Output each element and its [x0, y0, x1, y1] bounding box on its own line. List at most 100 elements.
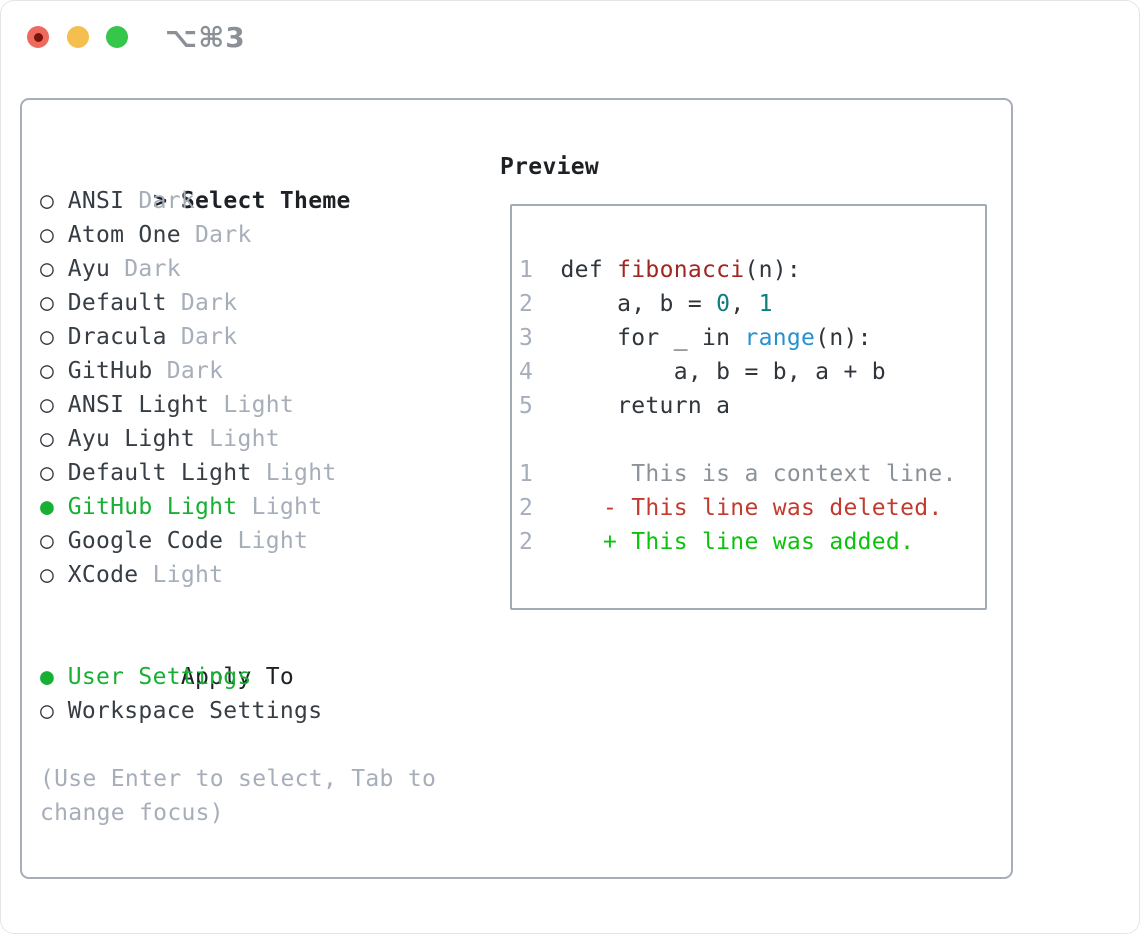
- code-token: fibonacci: [617, 257, 745, 283]
- diff-line: 2 + This line was added.: [519, 525, 985, 559]
- maximize-window-icon[interactable]: [106, 26, 128, 48]
- code-token: ,: [730, 291, 759, 317]
- diff-line: 2 - This line was deleted.: [519, 491, 985, 525]
- theme-name: Default Light: [67, 460, 252, 486]
- theme-variant-tag: Dark: [152, 358, 224, 384]
- radio-unselected-icon: ○: [40, 392, 55, 418]
- theme-name: GitHub: [67, 358, 153, 384]
- line-number: 2: [519, 495, 534, 521]
- code-line: 4 a, b = b, a + b: [519, 355, 985, 389]
- theme-name: ANSI: [67, 188, 125, 214]
- theme-name: ANSI Light: [67, 392, 210, 418]
- code-token: 0: [716, 291, 731, 317]
- code-line: 2 a, b = 0, 1: [519, 287, 985, 321]
- theme-option[interactable]: ○ Ayu Dark: [40, 252, 485, 286]
- radio-unselected-icon: ○: [40, 698, 55, 724]
- theme-variant-tag: Dark: [166, 324, 238, 350]
- code-line: 1 def fibonacci(n):: [519, 253, 985, 287]
- code-token: range: [744, 325, 816, 351]
- line-number: 4: [519, 359, 534, 385]
- code-token: (n):: [815, 325, 872, 351]
- radio-unselected-icon: ○: [40, 562, 55, 588]
- keyboard-hint: (Use Enter to select, Tab to change focu…: [40, 766, 437, 826]
- radio-unselected-icon: ○: [40, 460, 55, 486]
- theme-name: XCode: [67, 562, 139, 588]
- theme-variant-tag: Dark: [166, 290, 238, 316]
- code-token: a, b =: [560, 291, 717, 317]
- window-title: ⌥⌘3: [165, 21, 246, 54]
- apply-option-name: Workspace Settings: [67, 698, 323, 724]
- theme-option[interactable]: ○ Google Code Light: [40, 524, 485, 558]
- theme-name: Dracula: [67, 324, 167, 350]
- theme-variant-tag: Dark: [180, 222, 252, 248]
- radio-unselected-icon: ○: [40, 358, 55, 384]
- theme-variant-tag: Dark: [110, 256, 181, 282]
- theme-name: GitHub Light: [67, 494, 238, 520]
- code-token: + This line was added.: [560, 529, 915, 555]
- theme-name: Atom One: [67, 222, 181, 248]
- theme-name: Ayu Light: [67, 426, 196, 452]
- spacer: [40, 592, 485, 626]
- radio-unselected-icon: ○: [40, 256, 55, 282]
- theme-option[interactable]: ○ GitHub Dark: [40, 354, 485, 388]
- cursor-prompt-icon: >: [153, 188, 168, 214]
- radio-unselected-icon: ○: [40, 222, 55, 248]
- radio-unselected-icon: ○: [40, 290, 55, 316]
- theme-option[interactable]: ○ Ayu Light Light: [40, 422, 485, 456]
- theme-column: > Select Theme ○ ANSI Dark ○ Atom One Dark ○ A…: [40, 150, 485, 830]
- theme-option[interactable]: ○ XCode Light: [40, 558, 485, 592]
- apply-to-list: ● User Settings ○ Workspace Settings: [40, 660, 485, 728]
- theme-option[interactable]: ○ ANSI Dark: [40, 184, 485, 218]
- code-token: 1: [758, 291, 773, 317]
- preview-header: Preview: [500, 154, 600, 180]
- line-number: 2: [519, 291, 534, 317]
- select-theme-header: > Select Theme: [40, 150, 485, 214]
- code-token: - This line was deleted.: [560, 495, 943, 521]
- code-line: 3 for _ in range(n):: [519, 321, 985, 355]
- apply-option-name: User Settings: [67, 664, 252, 690]
- theme-variant-tag: Dark: [124, 188, 196, 214]
- code-line: 5 return a: [519, 389, 985, 423]
- code-blank-line: [519, 423, 985, 457]
- line-number: 5: [519, 393, 534, 419]
- theme-name: Ayu: [67, 256, 111, 282]
- theme-variant-tag: Light: [223, 528, 309, 554]
- theme-option[interactable]: ○ Dracula Dark: [40, 320, 485, 354]
- theme-variant-tag: Light: [237, 494, 323, 520]
- line-number: 2: [519, 529, 534, 555]
- code-token: (n):: [744, 257, 802, 283]
- code-token: This is a context line.: [560, 461, 957, 487]
- apply-to-option[interactable]: ○ Workspace Settings: [40, 694, 485, 728]
- radio-selected-icon: ●: [40, 664, 55, 690]
- minimize-window-icon[interactable]: [67, 26, 89, 48]
- window-titlebar: ⌥⌘3: [0, 0, 1140, 74]
- theme-option[interactable]: ○ Default Dark: [40, 286, 485, 320]
- code-token: for _ in: [560, 325, 745, 351]
- select-theme-header-label: Select Theme: [180, 188, 351, 214]
- apply-to-option[interactable]: ● User Settings: [40, 660, 485, 694]
- line-number: 3: [519, 325, 534, 351]
- line-number: 1: [519, 257, 534, 283]
- close-window-icon[interactable]: [27, 26, 49, 48]
- code-token: return a: [560, 393, 731, 419]
- theme-option[interactable]: ○ Atom One Dark: [40, 218, 485, 252]
- theme-option[interactable]: ● GitHub Light Light: [40, 490, 485, 524]
- radio-unselected-icon: ○: [40, 426, 55, 452]
- theme-option[interactable]: ○ ANSI Light Light: [40, 388, 485, 422]
- theme-variant-tag: Light: [251, 460, 337, 486]
- code-token: def: [560, 257, 618, 283]
- code-token: a, b = b, a + b: [560, 359, 886, 385]
- theme-option[interactable]: ○ Default Light Light: [40, 456, 485, 490]
- theme-name: Google Code: [67, 528, 224, 554]
- line-number: 1: [519, 461, 534, 487]
- apply-to-header: Apply To: [40, 626, 485, 690]
- radio-unselected-icon: ○: [40, 188, 55, 214]
- theme-variant-tag: Light: [195, 426, 280, 452]
- theme-variant-tag: Light: [209, 392, 295, 418]
- theme-selector-panel: > Select Theme ○ ANSI Dark ○ Atom One Dark ○ A…: [20, 98, 1013, 879]
- radio-selected-icon: ●: [40, 494, 55, 520]
- theme-name: Default: [67, 290, 167, 316]
- theme-variant-tag: Light: [138, 562, 224, 588]
